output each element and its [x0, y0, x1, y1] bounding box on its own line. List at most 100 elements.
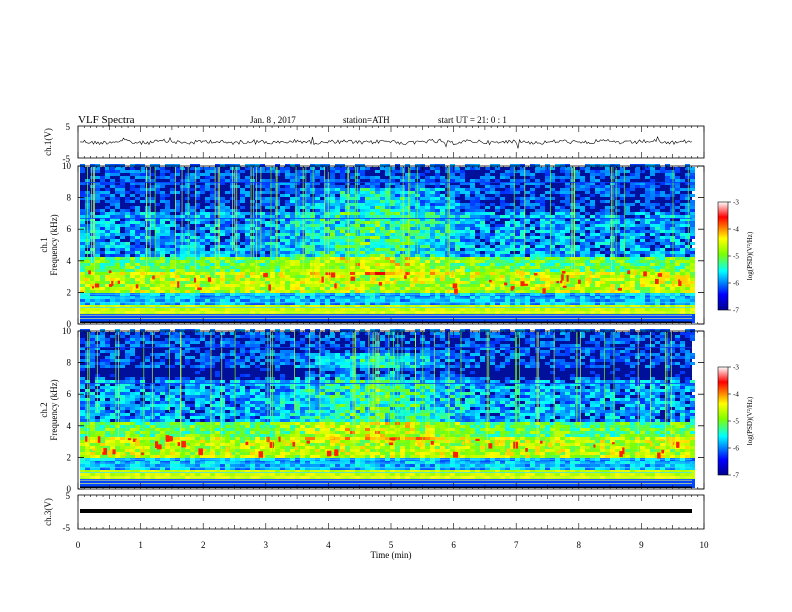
ch1-spectrogram-cell [475, 221, 480, 224]
ch1-spectrogram-cell [440, 197, 445, 200]
ch1-spectrogram-cell [215, 200, 220, 203]
ch1-spectrogram-cell [505, 212, 510, 215]
ch1-spectrogram-cell [270, 254, 275, 257]
ch1-spectrogram-cell [525, 191, 530, 194]
ch1-spectrogram-cell [310, 260, 315, 263]
ch1-spectrogram-cell [520, 296, 525, 299]
ch1-spectrogram-cell [155, 203, 160, 206]
ch1-spectrogram-cell [585, 203, 590, 206]
ch1-spectrogram-cell [235, 281, 240, 284]
ch1-spectrogram-cell [365, 230, 370, 233]
ch1-spectrogram-cell [495, 293, 500, 296]
ch1-spectrogram-cell [260, 236, 265, 239]
ch1-spectrogram-cell [425, 227, 430, 230]
ch1-spectrogram-cell [570, 278, 575, 281]
ch1-spectrogram-cell [370, 227, 375, 230]
ch1-spectrogram-cell [560, 221, 565, 224]
ch1-spectrogram-cell [230, 254, 235, 257]
ch1-spectrogram-cell [165, 296, 170, 299]
ch1-spectrogram-cell [235, 266, 240, 269]
ch1-spectrogram-cell [140, 191, 145, 194]
ch1-spectrogram-cell [685, 305, 690, 308]
ch1-spectrogram-cell [550, 239, 555, 242]
ch1-spectrogram-cell [520, 245, 525, 248]
ch1-spectrogram-cell [470, 215, 475, 218]
ch1-spectrogram-cell [405, 227, 410, 230]
ch1-spectrogram-cell [330, 224, 335, 227]
ch1-spectrogram-cell [210, 269, 215, 272]
ch1-spectrogram-cell [330, 203, 335, 206]
ch1-spectrogram-cell [360, 278, 365, 281]
ch1-spectrogram-cell [250, 236, 255, 239]
ch1-spectrogram-cell [655, 257, 660, 260]
ch1-spectrogram-cell [640, 275, 645, 278]
ch1-spectrogram-cell [655, 239, 660, 242]
ch1-spectrogram-cell [105, 206, 110, 209]
ch1-spectrogram-cell [565, 191, 570, 194]
ch1-spectrogram-cell [380, 311, 385, 314]
ch1-spectrogram-cell [320, 299, 325, 302]
ch1-spectrogram-cell [375, 281, 380, 284]
ch1-spectrogram-cell [485, 305, 490, 308]
ch1-spectrogram-cell [325, 203, 330, 206]
ch1-spectrogram-cell [80, 248, 85, 251]
ch1-spectrogram-cell [625, 239, 630, 242]
ch1-spectrogram-cell [265, 278, 270, 281]
ch1-spectrogram-cell [385, 221, 390, 224]
ch1-spectrogram-cell [590, 194, 595, 197]
ch1-spectrogram-cell [90, 224, 95, 227]
ch1-spectrogram-cell [410, 251, 415, 254]
ch1-spectrogram-cell [240, 248, 245, 251]
ch1-spectrogram-cell [590, 215, 595, 218]
ch1-spectrogram-cell [590, 308, 595, 311]
ch1-spectrogram-cell [455, 272, 460, 275]
ch1-spectrogram-cell [220, 266, 225, 269]
ch1-spectrogram-cell [635, 278, 640, 281]
ch1-spectrogram-cell [465, 308, 470, 311]
ch1-spectrogram-cell [420, 296, 425, 299]
ch1-spectrogram-cell [540, 251, 545, 254]
ch1-spectrogram-cell [265, 197, 270, 200]
ch1-spectrogram-cell [675, 272, 680, 275]
ch1-spectrogram-cell [250, 218, 255, 221]
ch1-spectrogram-cell [450, 206, 455, 209]
ch1-spectrogram-cell [130, 275, 135, 278]
ch1-spectrogram-cell [590, 302, 595, 305]
ch1-spectrogram-cell [120, 266, 125, 269]
ch1-spectrogram-cell [620, 272, 625, 275]
ch1-spectrogram-cell [240, 254, 245, 257]
ch1-spectrogram-cell [455, 191, 460, 194]
ch1-spectrogram-cell [670, 254, 675, 257]
ch1-spectrogram-cell [350, 221, 355, 224]
ch1-spectrogram-cell [135, 197, 140, 200]
ch1-spectrogram-cell [215, 308, 220, 311]
ch1-spectrogram-cell [575, 263, 580, 266]
ch1-spectrogram-cell [195, 299, 200, 302]
ch1-spectrogram-cell [510, 263, 515, 266]
ch1-spectrogram-cell [375, 302, 380, 305]
ch1-spectrogram-cell [290, 260, 295, 263]
ch1-spectrogram-cell [205, 200, 210, 203]
ch1-spectrogram-cell [505, 272, 510, 275]
ch1-spectrogram-cell [590, 293, 595, 296]
ch1-spectrogram-cell [210, 290, 215, 293]
ch1-spectrogram-cell [475, 248, 480, 251]
ch1-spectrogram-cell [500, 248, 505, 251]
ch1-spectrogram-cell [595, 281, 600, 284]
ch1-spectrogram-cell [360, 290, 365, 293]
ch1-spectrogram-cell [475, 308, 480, 311]
ch1-spectrogram-cell [415, 305, 420, 308]
ch1-spectrogram-cell [280, 188, 285, 191]
ch1-spectrogram-cell [300, 248, 305, 251]
ch1-spectrogram-cell [385, 311, 390, 314]
ch1-spectrogram-cell [200, 191, 205, 194]
ch1-spectrogram-cell [570, 218, 575, 221]
ch1-spectrogram-cell [180, 299, 185, 302]
ch1-spectrogram-cell [595, 233, 600, 236]
ch1-spectrogram-cell [515, 227, 520, 230]
ch1-spectrogram-cell [635, 284, 640, 287]
ch1-spectrogram-cell [465, 203, 470, 206]
ch1-spectrogram-cell [235, 308, 240, 311]
ch1-spectrogram-cell [640, 203, 645, 206]
ch1-spectrogram-cell [450, 236, 455, 239]
